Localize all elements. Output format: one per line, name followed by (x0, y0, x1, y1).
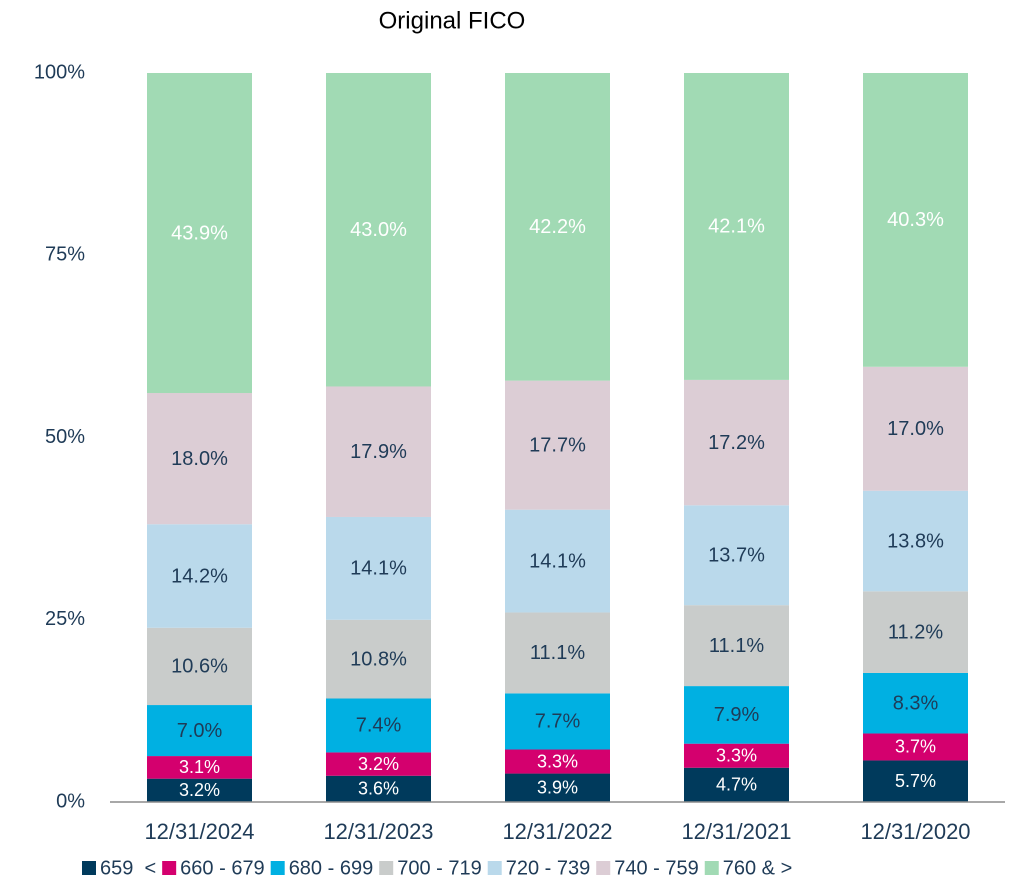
data-label: 40.3% (887, 209, 944, 231)
bar-segment (863, 73, 968, 367)
bar-segment (863, 591, 968, 673)
data-label: 3.3% (537, 751, 578, 771)
bar-segment (147, 778, 252, 802)
legend-swatch (596, 861, 611, 875)
bar-segment (147, 393, 252, 525)
data-label: 42.1% (708, 216, 765, 238)
y-tick-label: 100% (34, 61, 85, 83)
legend-swatch (162, 861, 177, 875)
bar-segment (505, 693, 610, 750)
legend-label: 740 - 759 (614, 857, 699, 879)
bar-segment (147, 627, 252, 706)
data-label: 4.7% (716, 775, 757, 795)
legend-swatch (487, 861, 502, 875)
data-label: 14.1% (350, 558, 407, 580)
bar-segment (326, 516, 431, 620)
legend-swatch (82, 861, 96, 875)
data-label: 17.0% (887, 418, 944, 440)
data-label: 3.6% (358, 779, 399, 799)
data-label: 10.8% (350, 648, 407, 670)
bar-segment (684, 379, 789, 506)
data-label: 3.7% (895, 737, 936, 757)
bar-segment (684, 73, 789, 380)
bar-segment (684, 505, 789, 606)
bar-segment (326, 698, 431, 753)
bar-segment (147, 705, 252, 757)
data-label: 7.7% (535, 711, 581, 733)
bar-segment (684, 686, 789, 744)
data-label: 14.1% (529, 550, 586, 572)
data-label: 8.3% (893, 693, 939, 715)
legend-swatch (270, 861, 285, 875)
data-label: 7.0% (177, 720, 223, 742)
bar-segment (684, 605, 789, 687)
data-label: 43.9% (171, 222, 228, 244)
bar-segment (505, 773, 610, 802)
bar-segment (863, 490, 968, 592)
y-tick-label: 50% (45, 426, 85, 448)
bar-segment (147, 756, 252, 779)
bar-segment (505, 380, 610, 510)
legend-label: 659 < (100, 857, 156, 879)
bar-segment (863, 733, 968, 761)
legend-label: 660 - 679 (180, 857, 265, 879)
bar-segment (326, 386, 431, 517)
bar-segment (326, 73, 431, 387)
bar-segment (684, 767, 789, 802)
bar-segment (505, 749, 610, 774)
data-label: 42.2% (529, 216, 586, 238)
chart-title: Original FICO (379, 7, 526, 34)
data-label: 17.9% (350, 441, 407, 463)
data-label: 17.7% (529, 434, 586, 456)
x-tick-label: 12/31/2021 (681, 819, 791, 844)
data-label: 11.2% (888, 621, 943, 643)
y-tick-label: 75% (45, 244, 85, 266)
data-label: 5.7% (895, 771, 936, 791)
data-label: 3.1% (179, 757, 220, 777)
legend-label: 680 - 699 (289, 857, 374, 879)
legend-label: 700 - 719 (397, 857, 482, 879)
data-label: 10.6% (171, 656, 228, 678)
legend-swatch (379, 861, 394, 875)
y-tick-label: 0% (56, 790, 85, 812)
x-tick-label: 12/31/2024 (144, 819, 254, 844)
bar-segment (147, 73, 252, 394)
legend-swatch (704, 861, 719, 875)
data-label: 13.8% (887, 530, 944, 552)
bar-segment (505, 73, 610, 381)
data-label: 3.9% (537, 778, 578, 798)
data-label: 3.3% (716, 745, 757, 765)
legend-label: 760 & > (723, 857, 793, 879)
bar-segment (147, 524, 252, 628)
legend-label: 720 - 739 (506, 857, 591, 879)
y-tick-label: 25% (45, 608, 85, 630)
data-label: 11.1% (530, 642, 585, 664)
data-label: 3.2% (179, 780, 220, 800)
data-label: 17.2% (708, 432, 765, 454)
data-label: 13.7% (708, 545, 765, 567)
data-label: 7.9% (714, 704, 760, 726)
data-label: 18.0% (171, 448, 228, 470)
data-label: 3.2% (358, 754, 399, 774)
data-label: 11.1% (709, 635, 764, 657)
x-tick-label: 12/31/2022 (502, 819, 612, 844)
bar-segment (326, 752, 431, 776)
bar-segment (863, 366, 968, 491)
data-label: 43.0% (350, 219, 407, 241)
bar-segment (684, 743, 789, 768)
data-label: 7.4% (356, 715, 402, 737)
x-tick-label: 12/31/2023 (323, 819, 433, 844)
bar-segment (863, 760, 968, 802)
bar-segment (326, 775, 431, 802)
data-label: 14.2% (171, 565, 228, 587)
bar-segment (505, 612, 610, 694)
bar-segment (505, 509, 610, 613)
bar-segment (326, 619, 431, 699)
x-tick-label: 12/31/2020 (860, 819, 970, 844)
bar-segment (863, 672, 968, 734)
